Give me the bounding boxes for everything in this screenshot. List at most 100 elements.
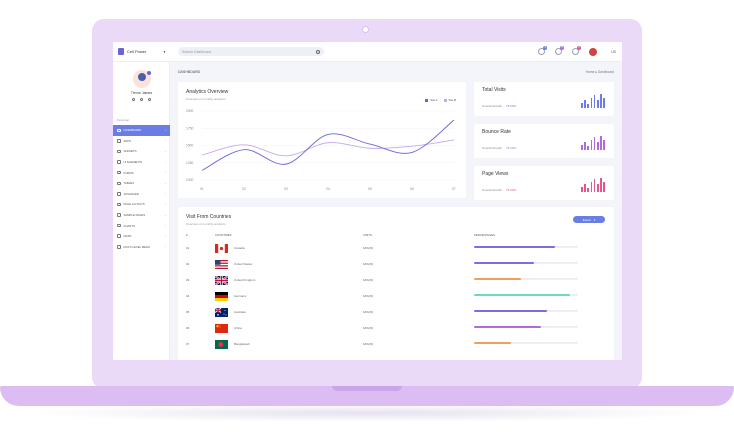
brand[interactable]: Cell Power ▼ — [113, 48, 170, 55]
au-flag-icon — [215, 308, 228, 317]
sidebar-item-tables[interactable]: TABLES › — [113, 178, 170, 189]
table-row[interactable]: 02 United States 6452(3) — [178, 257, 614, 273]
series-line-site-b[interactable] — [201, 139, 455, 157]
notification-badge: 4 — [543, 46, 548, 50]
dashboard-screen: Cell Power ▼ Search Dashboard 4 3 2 US T… — [113, 42, 622, 360]
stat-card-page-views: Page Views Overall Growth 75.00% — [474, 166, 614, 200]
country-name: Australia — [234, 310, 246, 314]
menu-icon — [117, 192, 121, 196]
chevron-right-icon: › — [165, 192, 166, 196]
sidebar-item-dashboard[interactable]: DASHBOARD › — [113, 125, 170, 136]
sidebar-item-label: PAGE LAYOUTS — [123, 202, 145, 207]
visits-subtitle: Overview of monthly analytics — [186, 222, 226, 226]
analytics-line-chart: 2000 1750 1500 1250 1000 01 02 03 04 05 06 07 — [186, 109, 456, 191]
sidebar-item-charts[interactable]: CHARTS › — [113, 220, 170, 231]
stat-bar — [600, 136, 602, 150]
power-icon[interactable] — [148, 98, 151, 101]
notification-icon[interactable]: 4 — [538, 46, 548, 55]
search-placeholder: Search Dashboard — [182, 49, 212, 54]
sidebar-item-multi-level-menu[interactable]: MULTI LEVEL MENU › — [113, 242, 170, 253]
search-icon[interactable] — [316, 49, 320, 54]
stat-bar — [600, 94, 602, 108]
table-row[interactable]: 04 Germany 6452(3) — [178, 289, 614, 305]
percentage-bar — [474, 294, 578, 296]
chevron-right-icon: › — [165, 139, 166, 143]
language-selector[interactable]: US — [611, 49, 616, 54]
legend-swatch — [425, 98, 429, 102]
settings-icon[interactable] — [132, 98, 135, 101]
sidebar-menu: DASHBOARD › APPS › WIDGETS › UI ELEMENTS › FORMS… — [113, 125, 170, 252]
y-tick-label: 1500 — [186, 144, 194, 148]
percentage-bar-fill — [474, 246, 556, 248]
stat-bar — [597, 99, 599, 108]
profile-avatar[interactable] — [132, 70, 151, 88]
stat-bar — [590, 97, 593, 108]
menu-icon — [117, 181, 121, 186]
percentage-bar — [474, 278, 578, 280]
cn-flag-icon — [215, 324, 228, 333]
sidebar-item-ui-elements[interactable]: UI ELEMENTS › — [113, 157, 170, 168]
stat-bar — [587, 103, 590, 108]
breadcrumb[interactable]: Home ▸ Dashboard — [585, 70, 614, 74]
search-input[interactable]: Search Dashboard — [178, 47, 324, 56]
percentage-bar-fill — [474, 326, 541, 328]
sidebar-item-apps[interactable]: APPS › — [113, 136, 170, 147]
sidebar-item-sample-pages[interactable]: SAMPLE PAGES › — [113, 210, 170, 221]
table-row[interactable]: 03 United Kingdom 6452(3) — [178, 273, 614, 289]
sidebar-item-page-layouts[interactable]: PAGE LAYOUTS › — [113, 199, 170, 210]
sidebar-item-maps[interactable]: MAPS › — [113, 231, 170, 242]
table-row[interactable]: 01 Canada 6452(3) — [178, 241, 614, 257]
stat-title: Page Views — [482, 171, 509, 177]
stat-bar — [593, 137, 596, 150]
chevron-right-icon: › — [165, 149, 166, 153]
export-button[interactable]: Export ▾ — [573, 216, 605, 223]
stat-mini-chart — [581, 94, 605, 108]
chevron-right-icon: › — [165, 224, 166, 228]
visit-count: 6452(3) — [363, 278, 374, 282]
chevron-right-icon: › — [165, 245, 166, 249]
y-tick-label: 2000 — [186, 109, 194, 113]
profile: Trevor James — [113, 70, 170, 101]
y-tick-label: 1000 — [186, 178, 194, 182]
sidebar-item-forms[interactable]: FORMS › — [113, 167, 170, 178]
legend-item-site-a[interactable]: Site A — [425, 98, 438, 102]
stat-bar — [603, 140, 605, 150]
table-row[interactable]: 06 China 6452(3) — [178, 321, 614, 337]
analytics-card: Analytics Overview Overview of monthly a… — [178, 82, 466, 198]
x-tick-label: 02 — [242, 187, 246, 191]
country-name: Canada — [234, 246, 245, 250]
mail-icon[interactable]: 3 — [555, 46, 565, 55]
chevron-right-icon: › — [165, 171, 166, 175]
user-icon[interactable] — [140, 98, 143, 101]
country-name: Bangladesh — [234, 342, 250, 346]
legend-swatch — [443, 98, 447, 102]
percentage-bar — [474, 326, 578, 328]
stat-bar — [597, 183, 599, 192]
menu-icon — [117, 202, 121, 207]
table-row[interactable]: 05 Australia 6452(3) — [178, 305, 614, 321]
ca-flag-icon — [215, 244, 228, 253]
row-number: 05 — [186, 310, 190, 314]
user-avatar[interactable] — [589, 47, 598, 56]
analytics-title: Analytics Overview — [186, 89, 229, 95]
stat-bar — [584, 100, 586, 108]
cart-icon[interactable]: 2 — [572, 46, 582, 55]
percentage-bar — [474, 342, 578, 344]
legend-item-site-b[interactable]: Site B — [443, 98, 456, 102]
table-row[interactable]: 07 Bangladesh 6452(3) — [178, 337, 614, 353]
growth-label: Overall Growth — [482, 104, 503, 108]
chevron-down-icon: ▼ — [163, 49, 166, 54]
sidebar-item-advanced[interactable]: ADVANCED › — [113, 189, 170, 200]
row-number: 04 — [186, 294, 190, 298]
stat-bar — [600, 178, 602, 192]
cart-badge: 2 — [577, 46, 582, 50]
row-number: 03 — [186, 278, 190, 282]
legend-label: Site B — [448, 98, 456, 102]
sidebar-item-label: SAMPLE PAGES — [123, 213, 146, 218]
stat-growth: Overall Growth 75.00% — [482, 104, 516, 108]
visit-count: 6452(3) — [363, 246, 374, 250]
sidebar-item-widgets[interactable]: WIDGETS › — [113, 146, 170, 157]
menu-icon — [117, 128, 121, 133]
x-tick-label: 07 — [452, 187, 456, 191]
